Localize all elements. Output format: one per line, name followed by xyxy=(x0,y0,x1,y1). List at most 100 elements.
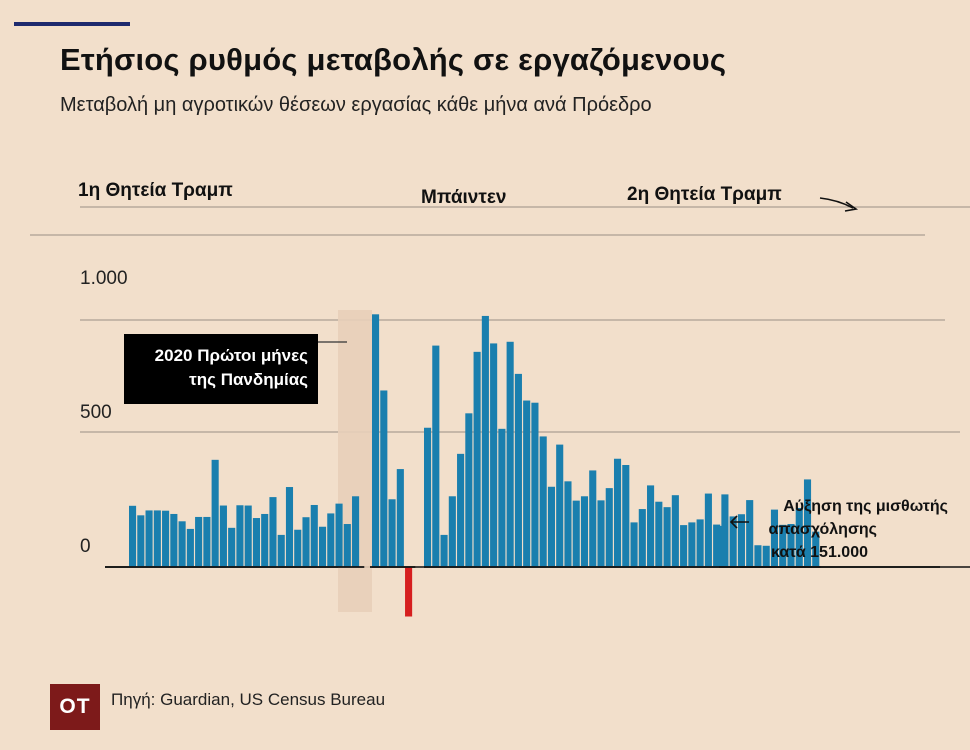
bar xyxy=(327,513,335,567)
chart-area: 0 500 1.000 1η Θητεία Τραμπ Μπάιντεν 2η Θητε… xyxy=(0,160,970,640)
bar xyxy=(746,500,754,567)
bar xyxy=(506,341,514,567)
pandemic-callout-line-1: 2020 Πρώτοι μήνες xyxy=(154,346,308,365)
bar xyxy=(770,509,779,567)
bar xyxy=(481,315,489,567)
bar xyxy=(713,524,721,567)
brand-logo: OT xyxy=(50,684,100,730)
arrow-head xyxy=(844,201,859,212)
bar xyxy=(432,345,440,567)
period-label-trump-2: 2η Θητεία Τραμπ xyxy=(627,184,782,205)
bar xyxy=(244,505,252,567)
bar xyxy=(153,510,161,567)
bar-chart: 0 500 1.000 1η Θητεία Τραμπ Μπάιντεν 2η Θητε… xyxy=(30,180,970,617)
bar xyxy=(228,527,236,567)
bar xyxy=(638,509,646,567)
bar xyxy=(812,531,820,567)
latest-pointer-head xyxy=(729,515,738,529)
bar xyxy=(457,453,465,567)
source-note: Πηγή: Guardian, US Census Bureau xyxy=(111,690,386,709)
bar xyxy=(719,525,727,567)
chart-title: Ετήσιος ρυθμός μεταβολής σε εργαζόμενους xyxy=(60,42,727,77)
bar xyxy=(556,444,564,567)
period-labels: 1η Θητεία Τραμπ Μπάιντεν 2η Θητεία Τραμπ xyxy=(78,180,782,208)
bar xyxy=(145,510,153,567)
y-tick-label: 500 xyxy=(80,402,112,423)
bar xyxy=(129,505,137,567)
bar xyxy=(531,402,539,567)
bar xyxy=(302,517,310,567)
bar xyxy=(236,505,244,567)
bar xyxy=(655,501,663,567)
bar xyxy=(729,516,737,567)
bar xyxy=(310,504,318,567)
bar xyxy=(261,513,269,567)
bar xyxy=(195,516,203,567)
bar xyxy=(252,518,260,567)
bar xyxy=(564,481,572,567)
bar xyxy=(137,515,145,567)
bar xyxy=(514,373,522,567)
period-label-biden: Μπάιντεν xyxy=(421,187,506,208)
bar xyxy=(186,528,194,567)
bar xyxy=(490,343,498,567)
bar xyxy=(405,567,413,617)
bar xyxy=(762,545,770,567)
bar xyxy=(473,351,481,567)
bar xyxy=(498,428,506,567)
bar xyxy=(539,436,547,567)
latest-annotation: Αύξηση της μισθωτής απασχόλησης κατά 151.0… xyxy=(768,498,948,561)
bars xyxy=(129,314,820,617)
bar xyxy=(630,522,638,567)
bar xyxy=(277,534,285,567)
latest-annotation-line: κατά 151.000 xyxy=(771,544,868,561)
bar xyxy=(343,524,351,567)
bar xyxy=(547,486,555,567)
bar xyxy=(580,496,589,567)
bar xyxy=(787,524,795,567)
bar xyxy=(162,510,170,567)
bar xyxy=(605,488,613,567)
bar xyxy=(523,400,531,567)
bar xyxy=(294,529,302,567)
pandemic-callout: 2020 Πρώτοι μήνες της Πανδημίας xyxy=(124,334,318,404)
y-tick-label: 1.000 xyxy=(80,268,128,289)
bar xyxy=(680,525,688,567)
bar xyxy=(269,497,277,567)
bar xyxy=(318,526,327,567)
annotation-marks xyxy=(318,197,859,529)
bar xyxy=(285,487,294,567)
bar xyxy=(396,469,404,567)
period-label-trump-1: 1η Θητεία Τραμπ xyxy=(78,180,233,201)
bar xyxy=(597,500,605,567)
bar xyxy=(803,479,812,567)
bar xyxy=(211,459,219,567)
bar xyxy=(795,507,803,567)
arrow-line xyxy=(819,197,854,209)
bar xyxy=(170,513,178,567)
bar xyxy=(572,500,580,567)
bar xyxy=(671,495,679,567)
bar xyxy=(622,465,630,567)
bar xyxy=(663,507,671,567)
bar xyxy=(754,545,762,567)
bar xyxy=(465,413,473,567)
bar xyxy=(737,514,745,567)
bar xyxy=(203,516,211,567)
bar xyxy=(688,522,696,567)
bar xyxy=(589,470,597,567)
title-accent-rule xyxy=(14,22,130,26)
bar xyxy=(424,427,432,567)
bar xyxy=(448,496,456,567)
bar xyxy=(352,496,360,567)
bar xyxy=(704,493,712,567)
bar xyxy=(779,524,787,567)
pandemic-callout-line-2: της Πανδημίας xyxy=(189,370,308,389)
bar xyxy=(388,499,396,567)
bar xyxy=(380,390,388,567)
bar xyxy=(440,534,448,567)
latest-annotation-line: Αύξηση της μισθωτής xyxy=(783,498,948,515)
bar xyxy=(219,505,227,567)
bar xyxy=(372,314,380,567)
latest-annotation-line: απασχόλησης xyxy=(768,521,877,538)
